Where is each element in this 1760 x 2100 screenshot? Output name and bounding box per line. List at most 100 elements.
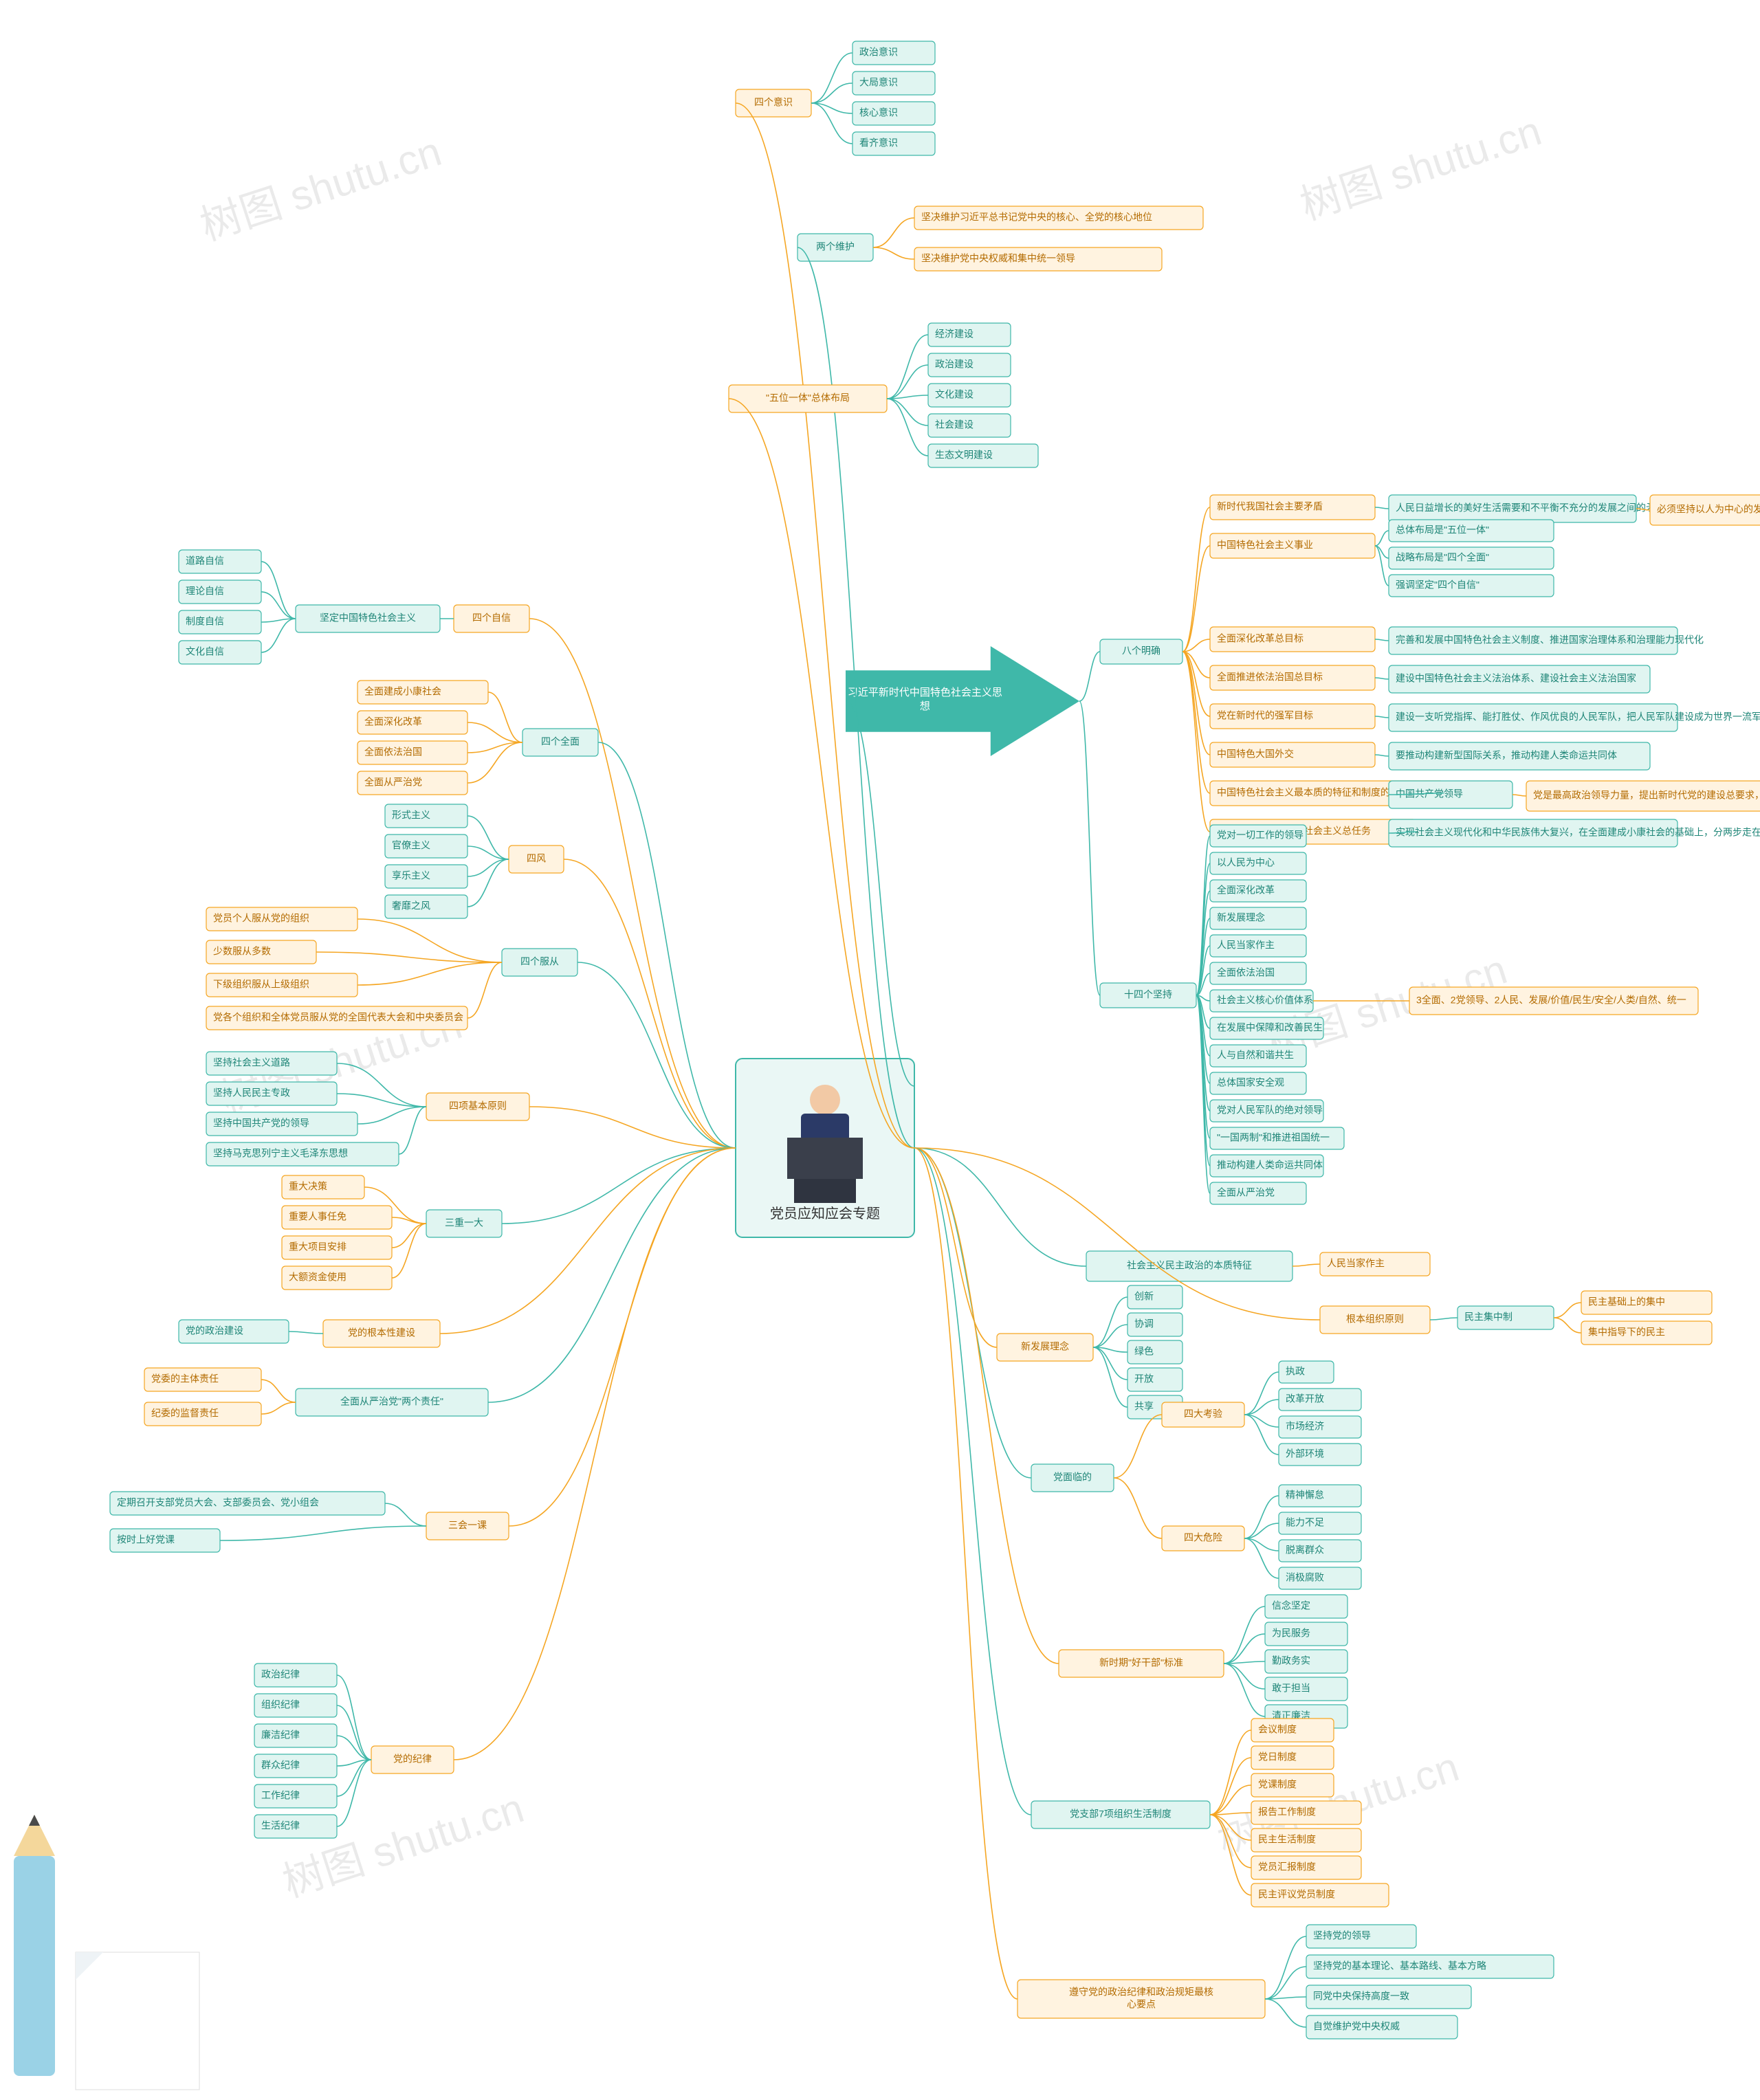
branch-b4: 四个自信	[454, 605, 529, 632]
node-label: 坚持中国共产党的领导	[213, 1118, 309, 1129]
leaf: 坚持中国共产党的领导	[206, 1112, 358, 1136]
node-label: 四个意识	[754, 97, 793, 108]
speaker-body	[801, 1114, 849, 1141]
node-label: 核心意识	[859, 107, 898, 118]
leaf: 绿色	[1128, 1340, 1182, 1364]
connector	[289, 1331, 323, 1334]
connector	[1079, 701, 1100, 995]
node-label: 大额资金使用	[289, 1272, 346, 1283]
leaf: 全面从严治党	[358, 771, 468, 795]
leaf: 消极腐败	[1279, 1567, 1361, 1589]
leaf: 定期召开支部党员大会、支部委员会、党小组会	[110, 1492, 385, 1515]
watermark-text: 树图 shutu.cn	[1295, 107, 1546, 228]
leaf: 党员汇报制度	[1251, 1856, 1361, 1879]
node-label: 工作纪律	[261, 1790, 300, 1801]
node-label: 政治建设	[935, 359, 974, 370]
node-label: 党的政治建设	[186, 1325, 243, 1336]
connector	[1244, 1372, 1279, 1415]
group-bamg: 八个明确	[1100, 639, 1182, 664]
node-label: 脱离群众	[1286, 1545, 1324, 1556]
connector	[914, 1148, 1059, 1664]
node-label: 奢靡之风	[392, 900, 430, 911]
node-label: 少数服从多数	[213, 946, 271, 957]
branch-b2: 两个维护	[798, 234, 873, 261]
connector	[811, 103, 852, 144]
connector	[468, 742, 522, 783]
connector	[440, 1148, 736, 1334]
leaf: 纪委的监督责任	[144, 1402, 261, 1426]
branch-b6: 四风	[509, 845, 564, 873]
leaf: 坚持党的基本理论、基本路线、基本方略	[1306, 1955, 1554, 1978]
node-label: 人与自然和谐共生	[1217, 1050, 1294, 1061]
connector	[261, 1380, 296, 1402]
connector	[261, 562, 296, 619]
node-label: 要推动构建新型国际关系，推动构建人类命运共同体	[1396, 750, 1617, 761]
node-label: 绿色	[1134, 1346, 1154, 1357]
node-label: 会议制度	[1258, 1724, 1297, 1735]
node-label: 推动构建人类命运共同体	[1217, 1160, 1323, 1171]
connector	[811, 83, 852, 103]
node-label: 全面依法治国	[1217, 967, 1275, 978]
leaf: 重大决策	[282, 1175, 364, 1199]
branch-b11: 全面从严治党"两个责任"	[296, 1389, 488, 1416]
leaf: 执政	[1279, 1361, 1334, 1383]
branch-b9: 三重一大	[426, 1210, 502, 1237]
detail-r2: 必须坚持以人为中心的发展思想，不断促进人的全面发展、全体人民共同富裕	[1650, 495, 1760, 525]
node-label: 享乐主义	[392, 870, 430, 881]
connector	[729, 399, 914, 1148]
branch-b3: "五位一体"总体布局	[729, 385, 887, 412]
node-label: 党委的主体责任	[151, 1373, 219, 1384]
node-label: 四大考验	[1184, 1408, 1222, 1419]
node-label: 党的根本性建设	[348, 1327, 415, 1338]
leaf: 经济建设	[928, 323, 1011, 346]
leaf: 党委的主体责任	[144, 1368, 261, 1391]
node-label: 坚持党的领导	[1313, 1930, 1371, 1941]
node-label: 心要点	[1127, 1999, 1156, 2010]
leaf: 民主集中制	[1458, 1306, 1554, 1329]
leaf: 生态文明建设	[928, 444, 1038, 467]
leaf: 集中指导下的民主	[1581, 1321, 1712, 1345]
node-label: 消极腐败	[1286, 1572, 1324, 1583]
leaf: 群众纪律	[254, 1754, 337, 1778]
center-node: 党员应知应会专题	[736, 1059, 914, 1237]
connector	[1182, 507, 1210, 652]
subgroup: 四大危险	[1162, 1526, 1244, 1551]
leaf: 按时上好党课	[110, 1529, 220, 1552]
leaf: 制度自信	[179, 610, 261, 634]
connector	[358, 962, 502, 985]
node-label: 党面临的	[1053, 1472, 1092, 1483]
connector	[1554, 1318, 1581, 1333]
branch-b12: 三会一课	[426, 1512, 509, 1540]
connector	[358, 1107, 426, 1124]
node-label: 坚持马克思列宁主义毛泽东思想	[213, 1148, 348, 1159]
mindmap-canvas: 树图 shutu.cn树图 shutu.cn树图 shutu.cn树图 shut…	[0, 0, 1760, 2100]
node-label: 建设中国特色社会主义法治体系、建设社会主义法治国家	[1396, 673, 1636, 684]
connector	[914, 1148, 997, 1347]
branch-r4: 党面临的	[1031, 1464, 1114, 1492]
leaf: 人民当家作主	[1320, 1252, 1430, 1276]
connector	[358, 919, 502, 962]
node-label: 党是最高政治领导力量，提出新时代党的建设总要求，突出政治建设在党的建设中的重要地…	[1533, 790, 1760, 801]
branch-b13: 党的纪律	[371, 1746, 454, 1773]
node-label: 共享	[1134, 1401, 1154, 1412]
connector	[1196, 995, 1210, 1138]
connector	[1375, 716, 1389, 718]
connector	[316, 952, 502, 962]
node-label: 全面从严治党	[1217, 1187, 1275, 1198]
connector	[392, 1224, 426, 1248]
leaf: 奢靡之风	[385, 895, 468, 918]
leaf: 会议制度	[1251, 1718, 1334, 1742]
node-label: 全面深化改革	[364, 716, 422, 727]
leaf: 享乐主义	[385, 865, 468, 888]
leaf: 文化自信	[179, 641, 261, 664]
leaf: 市场经济	[1279, 1416, 1361, 1438]
node-label: 开放	[1134, 1373, 1154, 1384]
connector	[468, 859, 509, 907]
branch-r7: 遵守党的政治纪律和政治规矩最核心要点	[1018, 1980, 1265, 2018]
node-label: 坚决维护习近平总书记党中央的核心、全党的核心地位	[921, 212, 1152, 223]
leaf: 报告工作制度	[1251, 1801, 1361, 1824]
leaf: 组织纪律	[254, 1694, 337, 1717]
node-label: 强调坚定"四个自信"	[1396, 579, 1480, 590]
node-label: 勤政务实	[1272, 1655, 1310, 1666]
leaf: 大局意识	[852, 71, 935, 95]
